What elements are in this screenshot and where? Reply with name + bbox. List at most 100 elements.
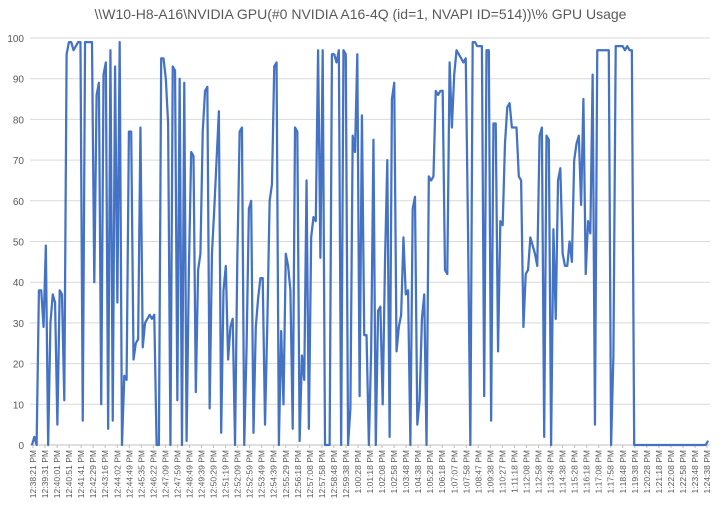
data-point (682, 444, 684, 446)
data-point (262, 277, 264, 279)
data-point (677, 444, 679, 446)
data-point (271, 183, 273, 186)
data-point (656, 444, 658, 446)
x-tick-label: 1:17:08 PM (594, 450, 604, 493)
data-point (624, 49, 626, 51)
data-point (146, 318, 148, 320)
x-tick-label: 12:43:16 PM (100, 450, 110, 498)
x-tick-label: 12:40:01 PM (52, 450, 62, 498)
data-point (601, 49, 603, 51)
data-point (269, 200, 271, 202)
data-point (331, 53, 333, 55)
data-point (545, 135, 548, 137)
data-point (513, 126, 515, 129)
data-point (352, 135, 354, 137)
data-point (679, 444, 681, 446)
data-point (54, 301, 56, 304)
data-point (631, 49, 633, 51)
data-point (312, 216, 315, 218)
data-point (114, 65, 116, 68)
data-point (557, 179, 559, 182)
data-point (72, 49, 75, 51)
x-tick-label: 12:57:08 PM (305, 450, 315, 498)
data-point (96, 94, 98, 96)
data-point (338, 49, 340, 51)
data-point (571, 261, 573, 263)
data-point (59, 289, 61, 291)
x-tick-label: 1:04:38 PM (413, 450, 423, 493)
data-point (241, 126, 243, 129)
data-point (82, 419, 84, 422)
data-point (555, 318, 557, 320)
data-point (518, 175, 520, 177)
data-point (407, 289, 409, 291)
data-point (421, 318, 423, 320)
data-point (672, 444, 674, 446)
data-point (649, 444, 651, 446)
data-point (698, 444, 700, 446)
x-tick-label: 1:05:28 PM (425, 450, 435, 493)
data-point (179, 78, 181, 80)
data-point (372, 139, 375, 141)
data-point (670, 444, 672, 446)
data-point (416, 424, 418, 426)
data-point (504, 143, 506, 145)
data-point (234, 444, 236, 446)
x-tick-label: 1:12:58 PM (534, 450, 544, 493)
data-point (296, 131, 298, 133)
data-point (647, 444, 649, 446)
data-point (520, 179, 522, 182)
data-point (266, 322, 268, 324)
data-point (449, 61, 451, 64)
x-tick-label: 12:58:48 PM (329, 450, 339, 498)
data-point (615, 45, 617, 47)
data-point (617, 45, 619, 47)
x-tick-label: 1:03:48 PM (401, 450, 411, 493)
data-point (603, 49, 605, 51)
data-point (197, 269, 199, 271)
data-point (400, 314, 402, 316)
data-point (361, 114, 363, 116)
data-point (564, 265, 566, 267)
data-point (550, 444, 552, 446)
data-point (273, 65, 275, 68)
y-tick-label: 80 (13, 115, 25, 126)
data-point (349, 407, 351, 409)
data-point (598, 49, 601, 51)
data-point (652, 444, 654, 446)
y-tick-label: 100 (7, 34, 24, 45)
data-point (633, 444, 635, 446)
data-point (250, 200, 252, 202)
data-point (702, 444, 704, 446)
data-point (308, 428, 310, 430)
data-point (499, 220, 501, 222)
data-point (645, 444, 647, 446)
data-point (188, 269, 190, 271)
data-point (405, 293, 407, 296)
data-point (259, 277, 262, 279)
x-tick-label: 12:39:31 PM (40, 450, 50, 498)
data-point (525, 273, 527, 275)
data-point (329, 444, 331, 446)
data-point (580, 204, 582, 206)
data-point (622, 45, 624, 47)
data-point (428, 175, 430, 177)
x-axis: 12:38:21 PM 12:39:31 PM 12:40:01 PM 12:40:5… (28, 445, 712, 498)
data-point (209, 407, 211, 409)
data-point (317, 49, 319, 51)
data-point (222, 289, 225, 291)
data-point (578, 135, 580, 137)
data-point (668, 444, 670, 446)
data-point (462, 61, 465, 64)
x-tick-label: 1:00:28 PM (353, 450, 363, 493)
data-point (232, 318, 234, 320)
data-point (137, 338, 139, 340)
x-tick-label: 12:47:59 PM (172, 450, 182, 498)
data-point (213, 208, 215, 210)
data-point (663, 444, 665, 446)
y-tick-label: 0 (18, 441, 24, 452)
data-point (66, 53, 68, 55)
data-point (174, 69, 176, 72)
data-point (335, 61, 338, 64)
